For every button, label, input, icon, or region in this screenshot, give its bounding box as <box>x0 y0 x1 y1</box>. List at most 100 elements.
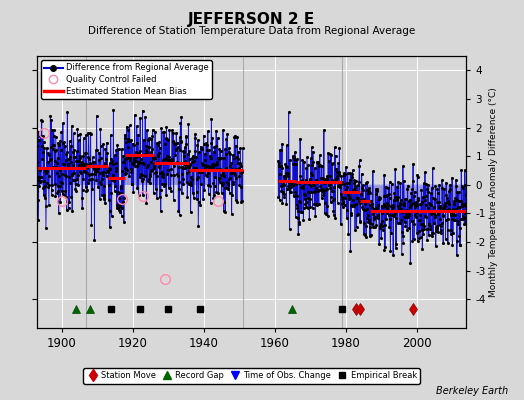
Point <box>426 226 434 232</box>
Point <box>68 122 76 129</box>
Point <box>186 162 194 168</box>
Point <box>424 182 432 188</box>
Point <box>103 139 111 146</box>
Point <box>289 153 297 159</box>
Point <box>59 120 67 126</box>
Point <box>336 181 344 187</box>
Point <box>47 116 56 123</box>
Point <box>364 219 372 225</box>
Point <box>104 168 112 174</box>
Point <box>395 204 403 211</box>
Point <box>424 232 433 238</box>
Point <box>212 128 221 134</box>
Point <box>333 199 342 206</box>
Point <box>83 180 92 186</box>
Point <box>157 125 166 132</box>
Point <box>352 188 361 194</box>
Point <box>293 208 302 214</box>
Point <box>453 238 461 244</box>
Point <box>168 127 176 134</box>
Point <box>62 207 71 213</box>
Point <box>201 150 210 157</box>
Point <box>141 150 149 157</box>
Point <box>41 168 49 174</box>
Point <box>440 202 449 208</box>
Point <box>72 158 81 164</box>
Point <box>73 132 82 138</box>
Point <box>212 161 220 167</box>
Point <box>418 222 427 228</box>
Point <box>178 176 187 182</box>
Point <box>69 176 77 183</box>
Point <box>442 180 450 186</box>
Point <box>297 209 305 215</box>
Point <box>447 212 456 218</box>
Point <box>221 146 230 152</box>
Point <box>104 168 112 174</box>
Point <box>316 178 325 185</box>
Point <box>305 176 314 182</box>
Point <box>293 205 302 211</box>
Point <box>320 187 329 193</box>
Point <box>358 198 367 204</box>
Point <box>228 180 237 187</box>
Point <box>359 231 368 238</box>
Point <box>387 181 396 188</box>
Point <box>444 216 452 222</box>
Point <box>101 146 110 152</box>
Point <box>444 198 453 204</box>
Point <box>74 162 83 168</box>
Point <box>75 137 83 144</box>
Point <box>444 240 452 246</box>
Point <box>407 190 416 196</box>
Point <box>441 200 449 206</box>
Point <box>281 170 290 177</box>
Point <box>192 154 200 160</box>
Point <box>90 158 99 165</box>
Point <box>420 197 429 203</box>
Point <box>110 175 118 181</box>
Point <box>461 167 469 173</box>
Point <box>51 193 60 199</box>
Point <box>401 196 409 202</box>
Point <box>228 166 236 172</box>
Point <box>366 223 375 230</box>
Point <box>231 172 239 178</box>
Point <box>338 196 346 202</box>
Point <box>172 140 181 146</box>
Point <box>453 188 462 195</box>
Point <box>430 210 438 216</box>
Point <box>181 158 189 164</box>
Point <box>444 206 453 212</box>
Point <box>319 189 327 195</box>
Point <box>379 227 387 234</box>
Point <box>275 160 283 166</box>
Point <box>321 210 329 216</box>
Point <box>86 171 95 178</box>
Point <box>375 196 384 202</box>
Point <box>34 129 42 136</box>
Point <box>344 192 352 199</box>
Point <box>214 156 223 162</box>
Point <box>349 197 357 203</box>
Point <box>194 198 203 205</box>
Point <box>311 185 320 191</box>
Point <box>456 204 464 210</box>
Point <box>297 178 305 184</box>
Point <box>460 220 468 227</box>
Point <box>153 158 161 165</box>
Point <box>417 233 425 240</box>
Point <box>233 199 241 205</box>
Point <box>286 189 294 195</box>
Point <box>160 156 169 162</box>
Point <box>189 158 198 164</box>
Point <box>417 187 425 193</box>
Point <box>306 203 314 210</box>
Point <box>323 173 331 180</box>
Point <box>336 181 345 187</box>
Point <box>96 196 104 202</box>
Point <box>397 216 406 223</box>
Point <box>58 190 67 197</box>
Point <box>165 184 173 191</box>
Point <box>131 163 139 169</box>
